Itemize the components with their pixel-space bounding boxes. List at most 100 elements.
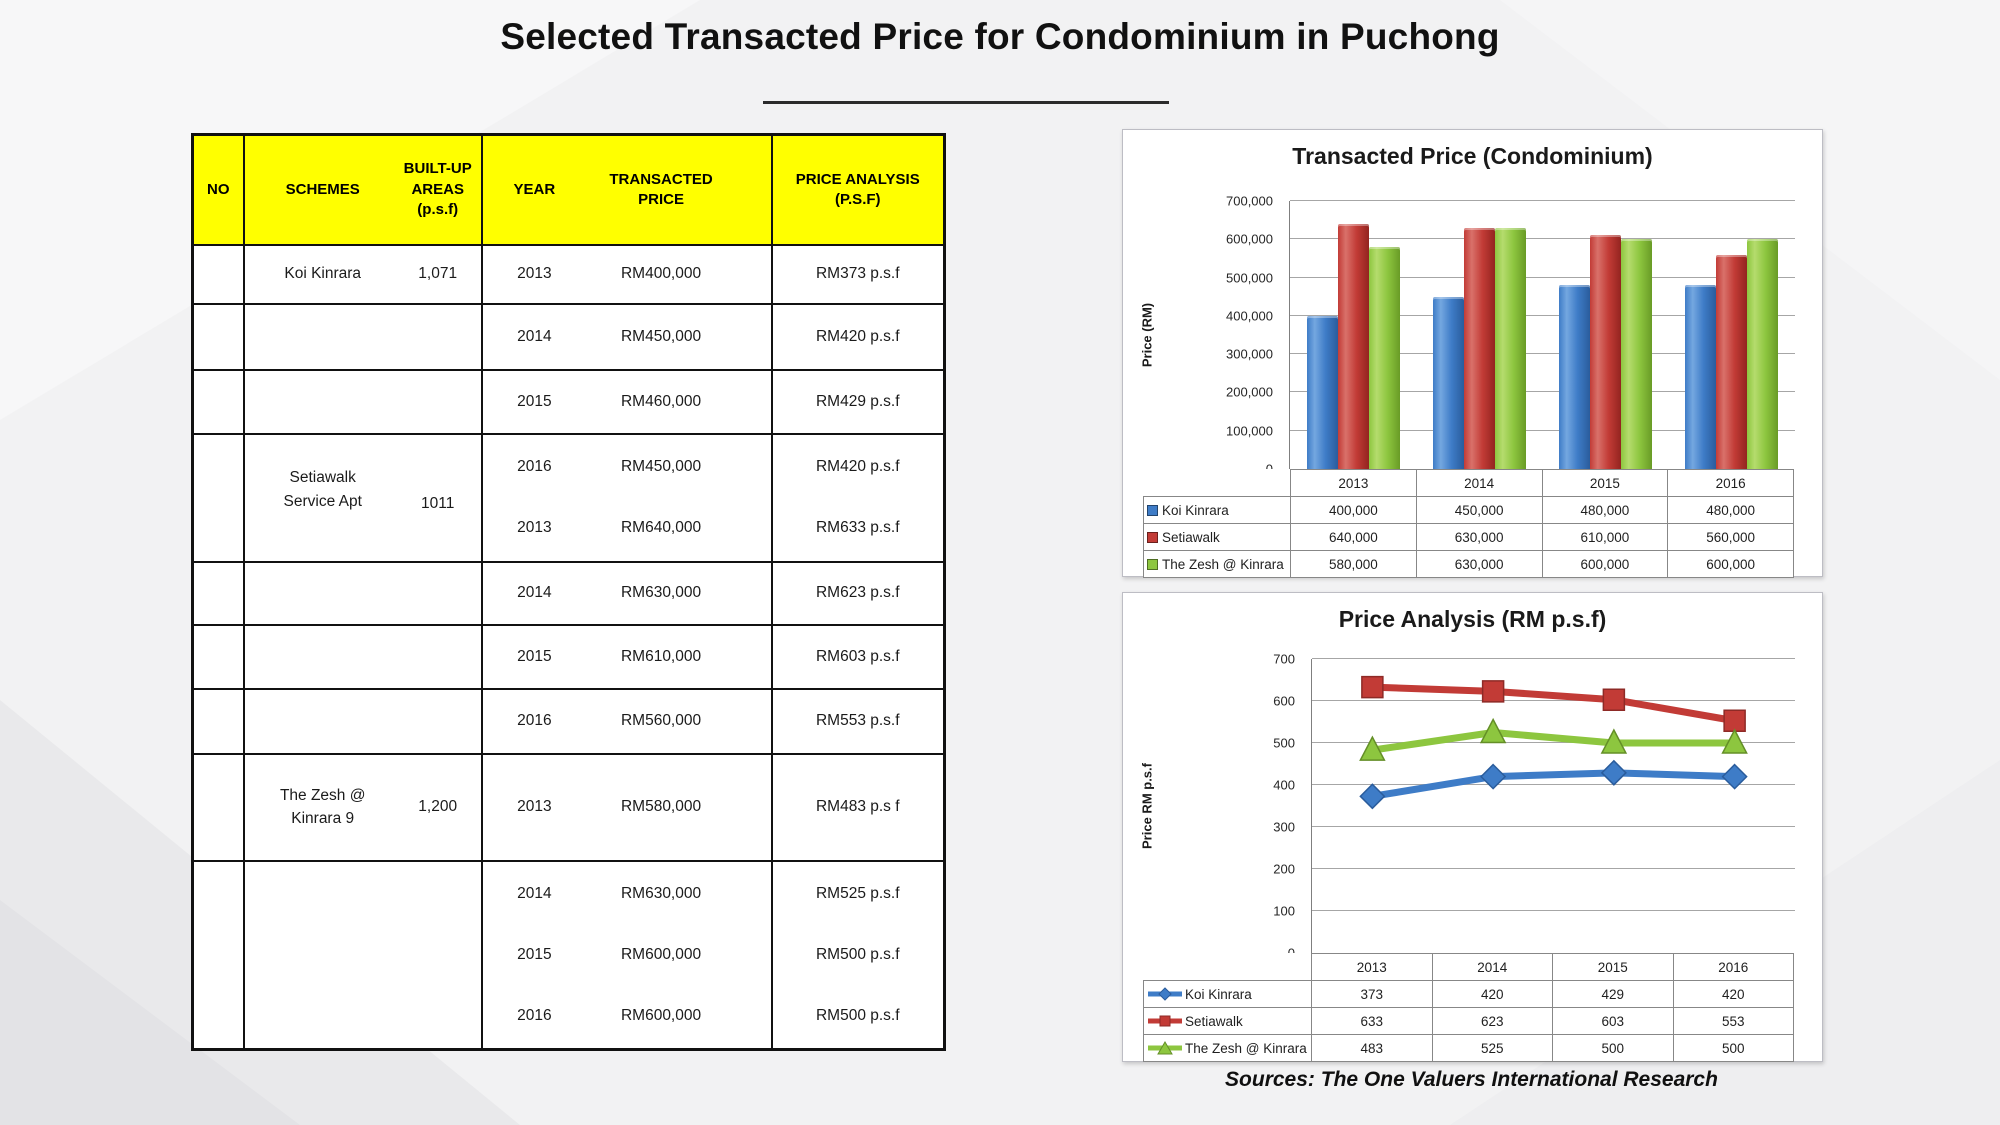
value-cell: 400,000	[1290, 496, 1417, 524]
category-cell: 2015	[1541, 469, 1669, 497]
category-cell: 2016	[1667, 469, 1794, 497]
psf-value: RM500 p.s.f	[815, 1006, 900, 1024]
chart2-plot-area	[1311, 658, 1795, 953]
legend-cell: Setiawalk	[1143, 1007, 1312, 1035]
value-cell: 633	[1311, 1007, 1433, 1035]
y-tick-label: 300	[1273, 819, 1295, 835]
cell-no	[191, 243, 245, 305]
value-cell: 600,000	[1667, 550, 1794, 578]
category-cell: 2014	[1431, 953, 1553, 981]
cell-price-analysis: RM420 p.s.f	[770, 302, 946, 371]
cell-price-analysis: RM373 p.s.f	[770, 243, 946, 305]
price-value: RM580,000	[620, 798, 702, 815]
year-value: 2013	[517, 519, 552, 536]
cell-no	[191, 368, 245, 435]
legend-cell: Koi Kinrara	[1143, 980, 1312, 1008]
value-cell: 480,000	[1667, 496, 1794, 524]
chart-table-series-row: Setiawalk 633 623 603 553	[1143, 1007, 1794, 1035]
gridline	[1290, 238, 1795, 240]
value-cell: 603	[1552, 1007, 1674, 1035]
psf-stack: RM553 p.s.f	[773, 712, 944, 730]
scheme-name: Koi Kinrara	[284, 265, 362, 283]
table-row: 2016 RM560,000 RM553 p.s.f	[191, 687, 946, 755]
cell-no	[191, 560, 245, 626]
legend-label: Setiawalk	[1185, 1014, 1243, 1029]
table-row: 2015 RM460,000 RM429 p.s.f	[191, 368, 946, 435]
bar-the-zesh-kinrara	[1747, 239, 1779, 469]
category-cell: 2015	[1552, 953, 1674, 981]
legend-line-glyph-diamond	[1148, 987, 1182, 1001]
cell-price-analysis: RM483 p.s f	[770, 752, 946, 862]
header-built-up: BUILT-UP AREAS (p.s.f)	[403, 160, 472, 218]
year-price-stack: 2013 RM580,000	[483, 798, 771, 816]
value-cell: 610,000	[1541, 523, 1669, 551]
chart-table-series-row: The Zesh @ Kinrara 580,000 630,000 600,000 6…	[1143, 550, 1794, 578]
value-cell: 560,000	[1667, 523, 1794, 551]
value-cell: 420	[1672, 980, 1794, 1008]
scheme-wrap: The Zesh @ Kinrara 9 1,200	[245, 784, 481, 831]
gridline	[1290, 276, 1795, 278]
year-price-stack: 2013 RM400,000	[483, 265, 771, 283]
cell-scheme	[242, 859, 483, 1051]
psf-value: RM420 p.s.f	[815, 327, 900, 345]
price-value: RM610,000	[620, 647, 702, 665]
line-series-layer	[1359, 675, 1748, 810]
psf-value: RM429 p.s.f	[815, 392, 900, 410]
year-value: 2015	[517, 392, 552, 410]
psf-value: RM603 p.s.f	[815, 647, 900, 665]
gridline	[1312, 826, 1795, 827]
cell-scheme	[242, 687, 483, 755]
bar-koi-kinrara	[1306, 315, 1338, 469]
year-price-line: 2013 RM400,000	[483, 265, 771, 283]
year-value: 2014	[517, 327, 552, 345]
cell-scheme	[242, 560, 483, 626]
bar-setiawalk	[1716, 254, 1748, 469]
cell-year-price: 2013 RM400,000	[480, 243, 773, 305]
series-line-triangle	[1368, 729, 1739, 754]
year-price-stack: 2014 RM630,000 2015 RM600,000 2016 RM600,000	[483, 863, 771, 1046]
y-tick-label: 400	[1273, 777, 1295, 793]
price-value: RM560,000	[620, 712, 702, 729]
bar-setiawalk	[1590, 235, 1622, 469]
year-price-line: 2015 RM460,000	[483, 393, 771, 411]
cell-price-analysis: RM553 p.s.f	[770, 687, 946, 755]
cell-scheme	[242, 623, 483, 690]
legend-cell: The Zesh @ Kinrara	[1143, 1034, 1312, 1062]
scheme-wrap: Koi Kinrara 1,071	[245, 262, 481, 285]
cell-year-price: 2014 RM450,000	[480, 302, 773, 371]
cell-no	[191, 432, 245, 563]
cell-price-analysis: RM525 p.s.f RM500 p.s.f RM500 p.s.f	[770, 859, 946, 1051]
gridline	[1312, 742, 1795, 743]
gridline	[1290, 353, 1795, 355]
series-line-square	[1368, 683, 1739, 725]
psf-stack: RM373 p.s.f	[773, 265, 944, 283]
series-marker-diamond	[1359, 783, 1386, 810]
category-cell: 2013	[1311, 953, 1433, 981]
chart-table-series-row: The Zesh @ Kinrara 483 525 500 500	[1143, 1034, 1794, 1062]
value-cell: 640,000	[1290, 523, 1417, 551]
year-price-stack: 2014 RM630,000	[483, 584, 771, 602]
value-cell: 429	[1552, 980, 1674, 1008]
bar-group	[1543, 201, 1669, 469]
category-cell: 2014	[1415, 469, 1543, 497]
series-marker-square	[1361, 675, 1384, 699]
bar-setiawalk	[1463, 227, 1495, 469]
cell-no	[191, 302, 245, 371]
psf-value: RM623 p.s.f	[815, 584, 900, 601]
year-price-stack: 2016 RM560,000	[483, 712, 771, 730]
header-schemes: SCHEMES	[285, 180, 360, 198]
psf-value: RM525 p.s.f	[815, 884, 900, 902]
cell-year-price: 2013 RM580,000	[480, 752, 773, 862]
price-value: RM600,000	[620, 1006, 702, 1024]
price-value: RM400,000	[620, 265, 702, 282]
year-price-stack: 2015 RM610,000	[483, 648, 771, 666]
series-marker-diamond	[1600, 759, 1627, 786]
gridline	[1312, 868, 1795, 869]
gridline	[1290, 200, 1795, 201]
chart1-title: Transacted Price (Condominium)	[1292, 143, 1653, 169]
psf-stack: RM420 p.s.f RM633 p.s.f	[773, 437, 944, 559]
scheme-area: 1,071	[418, 265, 458, 282]
chart2-data-table: 2013 2014 2015 2016 Koi Kinrara 373 420 429 420 S…	[1143, 953, 1794, 1062]
header-transacted-price: TRANSACTED PRICE	[609, 170, 713, 208]
value-cell: 500	[1552, 1034, 1674, 1062]
